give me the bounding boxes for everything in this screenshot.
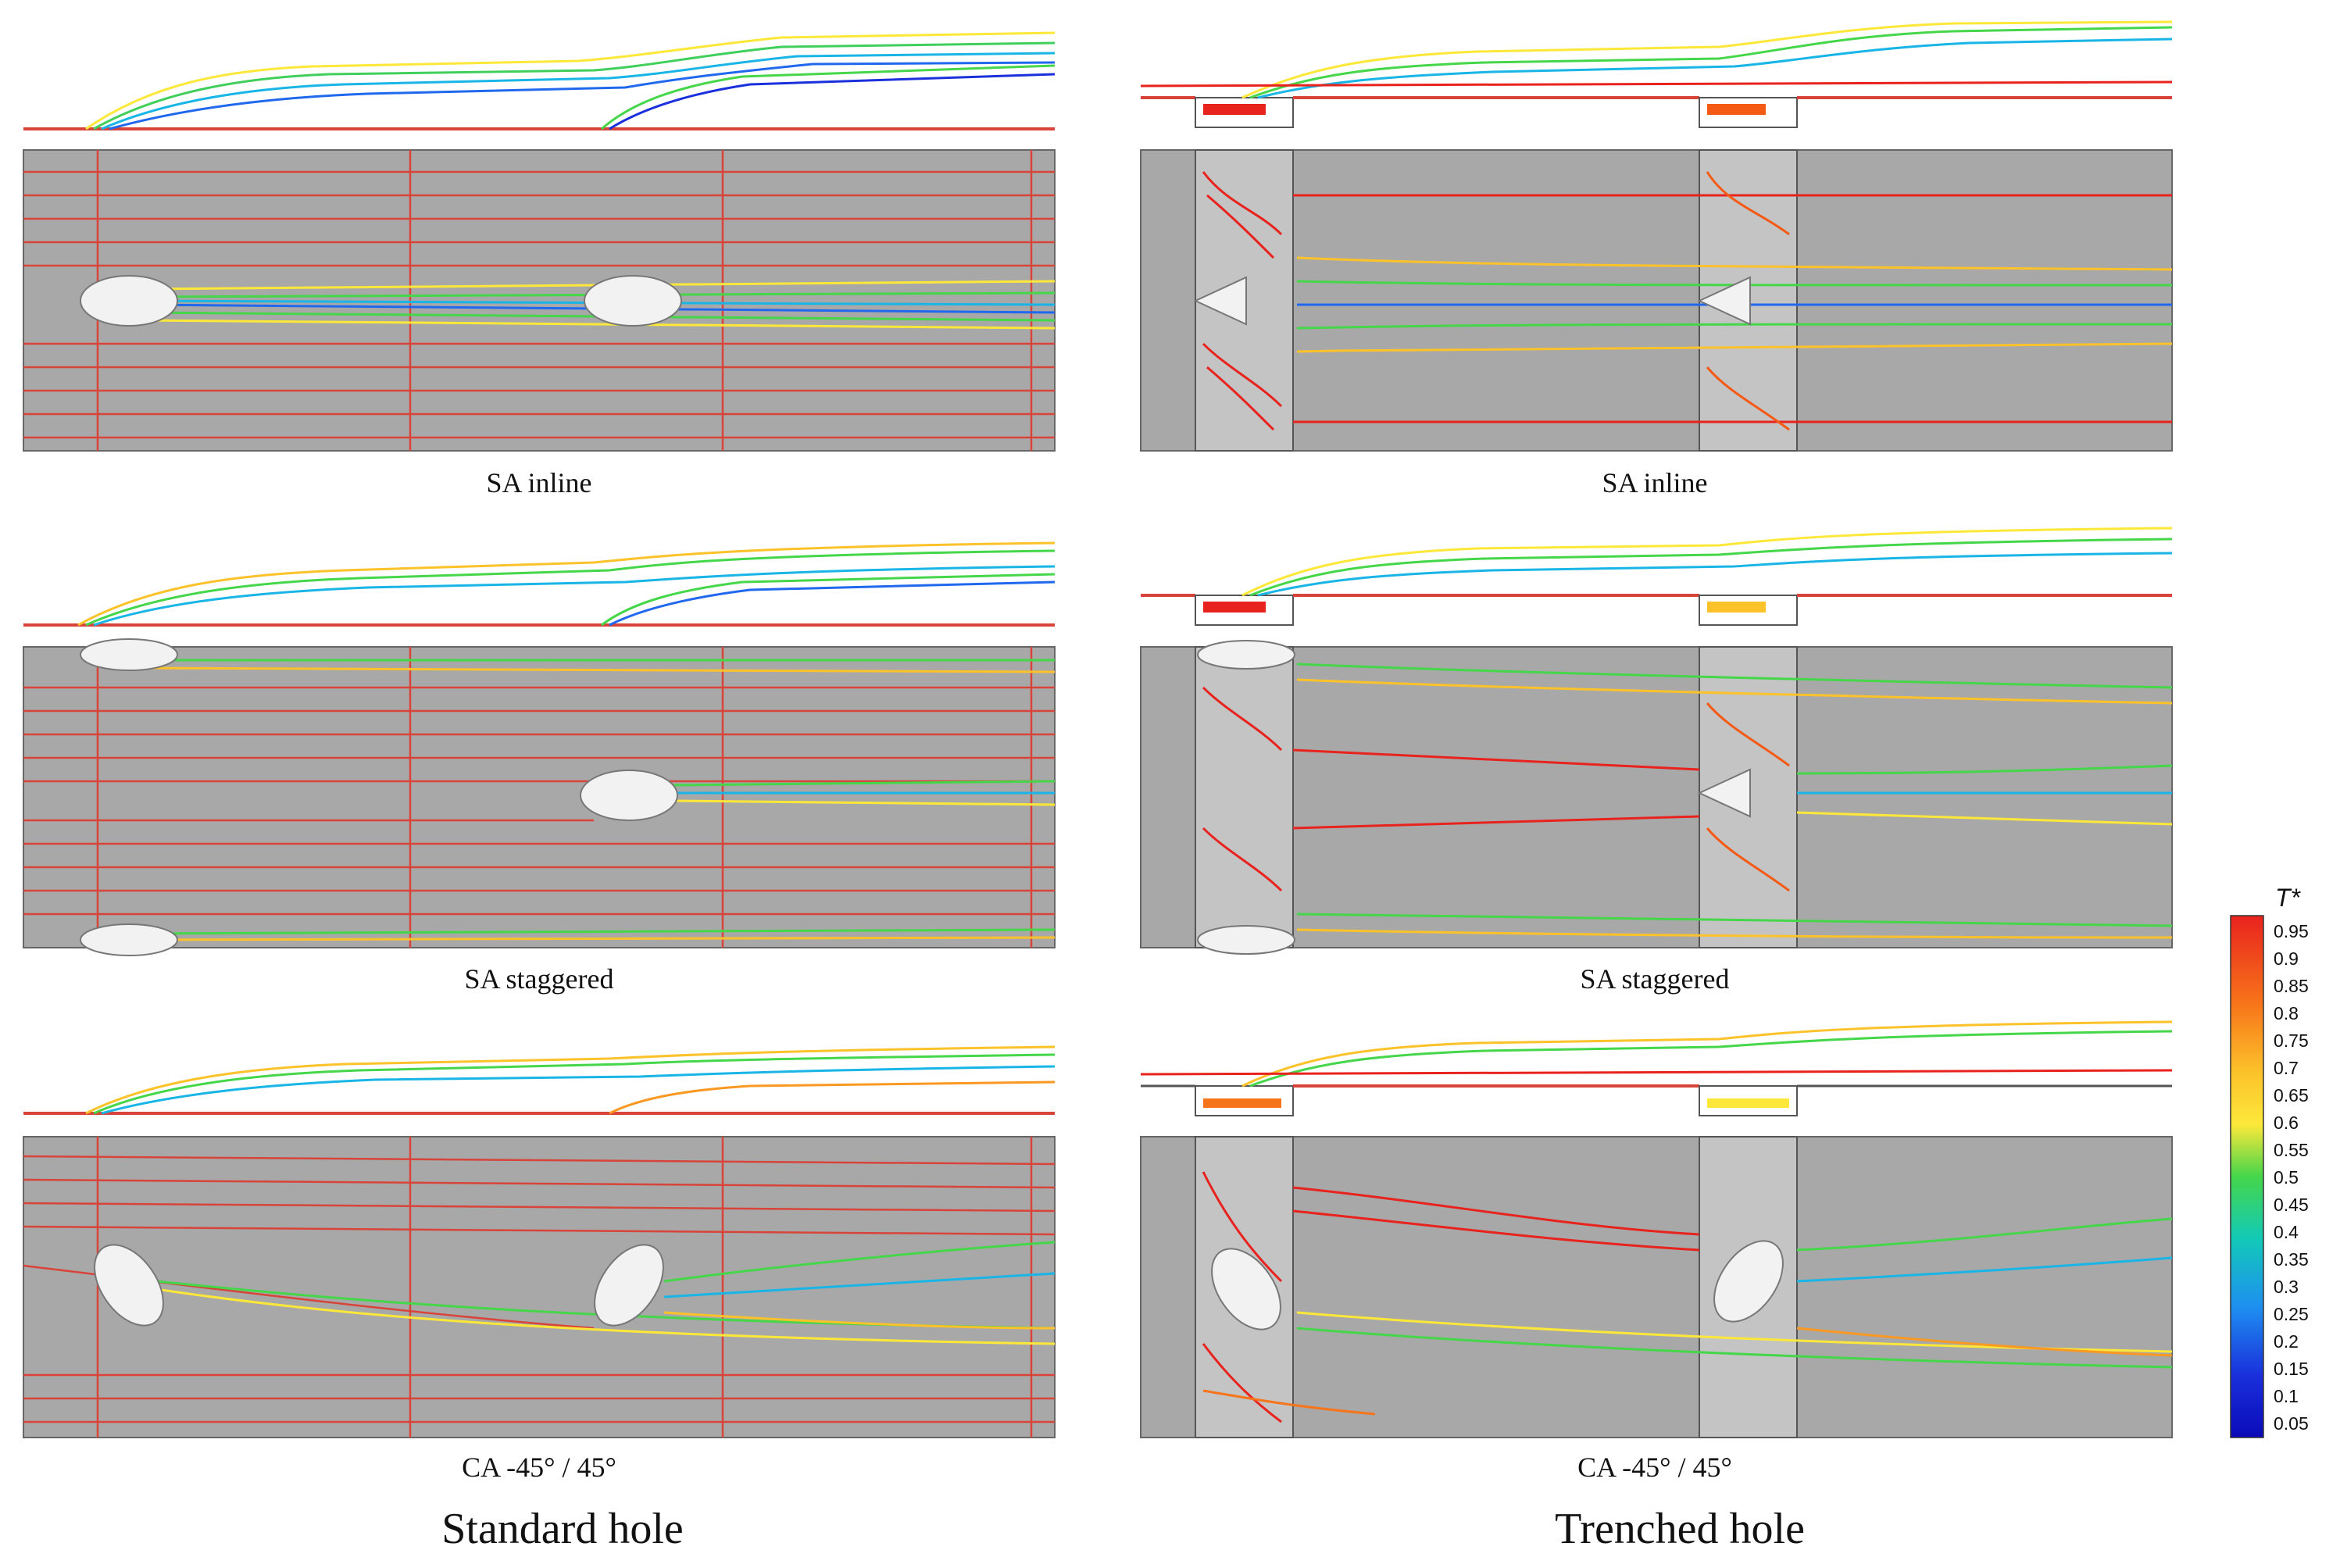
colorbar-tick-label: 0.65 (2274, 1085, 2309, 1105)
top-view-trenched-ca (1140, 1136, 2173, 1438)
top-view-standard-ca (23, 1136, 1056, 1438)
colorbar-gradient (2230, 915, 2264, 1438)
panel-trenched-ca (1140, 1020, 2173, 1438)
side-view-standard-ca (23, 1045, 1056, 1115)
caption-standard-sa-staggered: SA staggered (465, 963, 614, 995)
colorbar-title: T* (2275, 884, 2302, 912)
caption-trenched-sa-inline: SA inline (1602, 467, 1707, 498)
panel-standard-sa-inline (23, 31, 1056, 452)
panel-trenched-sa-staggered (1140, 527, 2173, 955)
colorbar-tick-label: 0.45 (2274, 1195, 2309, 1215)
caption-trenched-sa-staggered: SA staggered (1581, 963, 1730, 995)
caption-standard-ca: CA -45° / 45° (462, 1452, 616, 1483)
colorbar-tick-label: 0.5 (2274, 1167, 2299, 1188)
side-view-standard-sa-staggered (23, 541, 1056, 627)
column-title-trenched-hole: Trenched hole (1555, 1505, 1805, 1553)
colorbar-tick-label: 0.85 (2274, 976, 2309, 996)
side-view-trenched-sa-inline (1140, 20, 2173, 128)
colorbar-tick-label: 0.2 (2274, 1331, 2299, 1352)
colorbar-tick-label: 0.25 (2274, 1304, 2309, 1324)
colorbar-tick-label: 0.15 (2274, 1359, 2309, 1379)
panel-standard-sa-staggered (23, 541, 1056, 956)
colorbar-tick-label: 0.7 (2274, 1058, 2299, 1078)
panel-standard-ca (23, 1045, 1056, 1438)
top-view-standard-sa-staggered (23, 638, 1056, 956)
colorbar-tick-label: 0.9 (2274, 948, 2299, 969)
top-view-trenched-sa-inline (1140, 149, 2173, 452)
top-view-standard-sa-inline (23, 149, 1056, 452)
colorbar-tick-label: 0.6 (2274, 1113, 2299, 1133)
colorbar-tick-label: 0.05 (2274, 1413, 2309, 1434)
column-title-standard-hole: Standard hole (441, 1505, 683, 1553)
panel-trenched-sa-inline (1140, 20, 2173, 452)
side-view-standard-sa-inline (23, 31, 1056, 130)
colorbar-tick-label: 0.75 (2274, 1030, 2309, 1051)
colorbar-tick-label: 0.55 (2274, 1140, 2309, 1160)
colorbar-tick-label: 0.1 (2274, 1386, 2299, 1406)
caption-standard-sa-inline: SA inline (486, 467, 591, 498)
side-view-trenched-sa-staggered (1141, 527, 2173, 626)
colorbar-tick-label: 0.3 (2274, 1277, 2299, 1297)
colorbar-tick-label: 0.35 (2274, 1249, 2309, 1270)
top-view-trenched-sa-staggered (1140, 640, 2173, 955)
caption-trenched-ca: CA -45° / 45° (1577, 1452, 1732, 1483)
colorbar-tick-label: 0.95 (2274, 921, 2309, 941)
colorbar-tick-label: 0.8 (2274, 1003, 2299, 1023)
colorbar: T* 0.95 0.9 0.85 0.8 0.75 0.7 0.65 0.6 0.55 0.5 0.… (2230, 884, 2309, 1438)
side-view-trenched-ca (1140, 1020, 2173, 1116)
colorbar-tick-label: 0.4 (2274, 1222, 2299, 1242)
